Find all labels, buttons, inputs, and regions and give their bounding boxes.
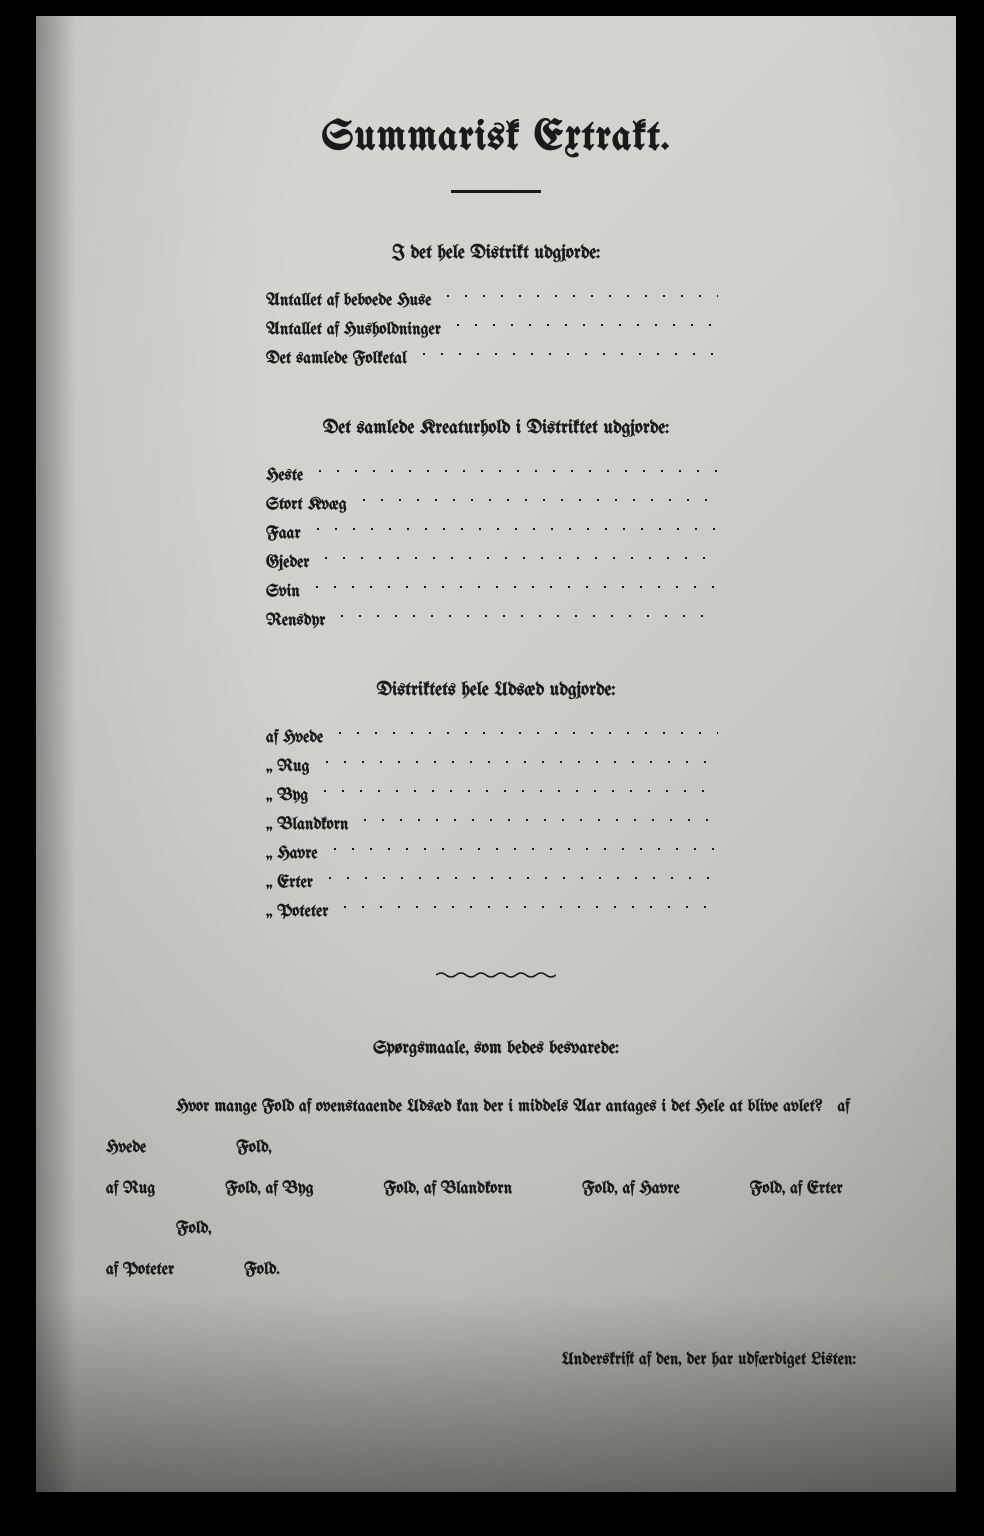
list-item: „ Havre: [266, 844, 726, 863]
list-item: Heste: [266, 466, 726, 485]
section-heading: Det samlede Kreaturhold i Distriktet udg…: [96, 418, 896, 438]
item-label: „ Havre: [266, 846, 318, 863]
item-label: „ Rug: [266, 759, 310, 776]
list-item: Svin: [266, 582, 726, 601]
question-text: Hvor mange Fold af ovenstaaende Udsæd ka…: [176, 1099, 823, 1116]
wavy-rule: [436, 971, 556, 979]
list-item: Antallet af beboede Huse: [266, 291, 726, 310]
page-title: Summarisk Extrakt.: [96, 116, 896, 160]
item-label: Antallet af Husholdninger: [266, 322, 441, 339]
list-item: Antallet af Husholdninger: [266, 320, 726, 339]
section-sowing: Distriktets hele Udsæd udgjorde: af Hved…: [96, 680, 896, 921]
question-text: Fold, af Erter: [750, 1181, 843, 1198]
question-text: Fold, af Byg: [225, 1181, 313, 1198]
leader-dots: [316, 786, 718, 800]
item-label: „ Poteter: [266, 904, 328, 921]
vignette: [36, 16, 76, 1492]
item-label: af Hvede: [266, 730, 323, 747]
leader-dots: [317, 553, 718, 567]
document-page: Summarisk Extrakt. I det hele Distrikt u…: [36, 16, 956, 1492]
question-text: af Poteter: [106, 1262, 174, 1279]
leader-dots: [321, 873, 718, 887]
leader-dots: [356, 815, 718, 829]
question-text: af Rug: [106, 1181, 155, 1198]
list-item: Gjeder: [266, 553, 726, 572]
list-item: „ Blandkorn: [266, 815, 726, 834]
item-label: „ Byg: [266, 788, 308, 805]
section-heading: Distriktets hele Udsæd udgjorde:: [96, 680, 896, 700]
question-text: Fold, af Blandkorn: [384, 1181, 513, 1198]
signature-line: Underskrift af den, der har udfærdiget L…: [96, 1352, 896, 1369]
list-item: „ Poteter: [266, 902, 726, 921]
leader-dots: [308, 582, 718, 596]
fold-label: Fold,: [176, 1221, 211, 1238]
section-livestock: Det samlede Kreaturhold i Distriktet udg…: [96, 418, 896, 630]
item-label: Stort Kvæg: [266, 497, 347, 514]
question-text: Fold, af Havre: [582, 1181, 680, 1198]
list-item: „ Erter: [266, 873, 726, 892]
list-item: af Hvede: [266, 728, 726, 747]
item-label: Antallet af beboede Huse: [266, 293, 431, 310]
item-label: Faar: [266, 526, 301, 543]
leader-dots: [336, 902, 718, 916]
title-rule: [451, 190, 541, 193]
leader-dots: [415, 349, 718, 363]
item-list: af Hvede „ Rug „ Byg „ Blandkorn „ Havre…: [266, 728, 726, 921]
leader-dots: [355, 495, 718, 509]
item-label: Gjeder: [266, 555, 309, 572]
leader-dots: [331, 728, 718, 742]
section-heading: I det hele Distrikt udgjorde:: [96, 243, 896, 263]
item-label: Svin: [266, 584, 300, 601]
leader-dots: [318, 757, 718, 771]
fold-label: Fold.: [244, 1262, 280, 1279]
item-label: „ Erter: [266, 875, 313, 892]
list-item: Faar: [266, 524, 726, 543]
item-label: Rensdyr: [266, 613, 325, 630]
vignette: [36, 1292, 956, 1492]
item-label: „ Blandkorn: [266, 817, 348, 834]
leader-dots: [309, 524, 718, 538]
list-item: „ Rug: [266, 757, 726, 776]
leader-dots: [439, 291, 718, 305]
leader-dots: [333, 611, 718, 625]
item-list: Heste Stort Kvæg Faar Gjeder Svin Rensdy…: [266, 466, 726, 630]
questions-heading: Spørgsmaale, som bedes besvarede:: [96, 1039, 896, 1058]
section-district-totals: I det hele Distrikt udgjorde: Antallet a…: [96, 243, 896, 368]
list-item: Rensdyr: [266, 611, 726, 630]
item-label: Heste: [266, 468, 303, 485]
leader-dots: [326, 844, 718, 858]
item-label: Det samlede Folketal: [266, 351, 407, 368]
leader-dots: [449, 320, 718, 334]
fold-label: Fold,: [236, 1140, 271, 1157]
list-item: Det samlede Folketal: [266, 349, 726, 368]
list-item: Stort Kvæg: [266, 495, 726, 514]
questions-body: Hvor mange Fold af ovenstaaende Udsæd ka…: [96, 1088, 896, 1292]
item-list: Antallet af beboede Huse Antallet af Hus…: [266, 291, 726, 368]
leader-dots: [311, 466, 718, 480]
list-item: „ Byg: [266, 786, 726, 805]
